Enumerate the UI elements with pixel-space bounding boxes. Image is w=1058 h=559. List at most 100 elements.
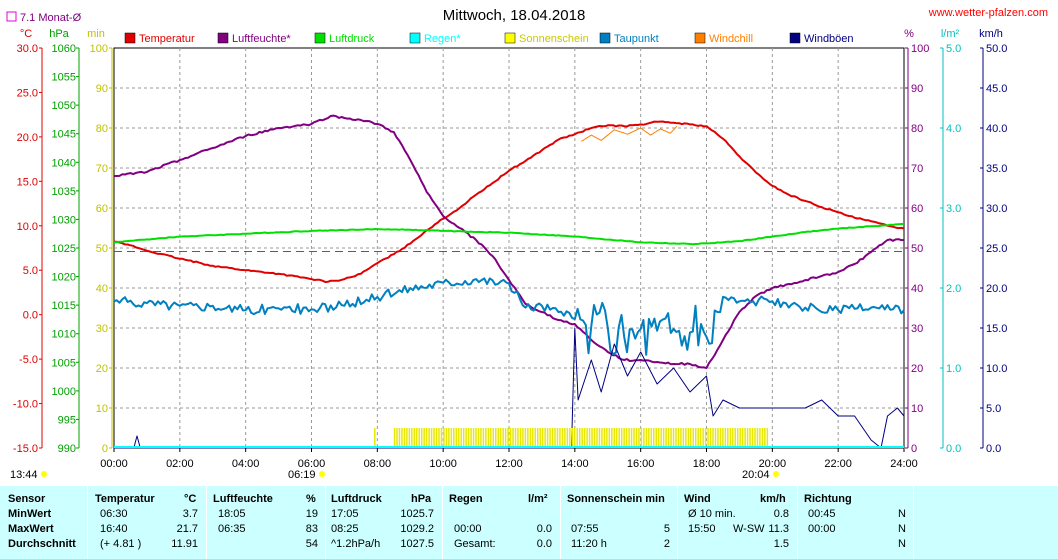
series-luftdruck <box>113 223 904 246</box>
stats-rain-time: Gesamt: <box>454 538 496 550</box>
sunshine-bar <box>648 428 650 448</box>
sunshine-bar <box>529 428 532 448</box>
stats-dir-time: 00:00 <box>808 523 836 535</box>
grid <box>114 48 904 448</box>
time-tick-label: 24:00 <box>890 458 918 470</box>
series-taupunkt <box>113 277 905 356</box>
pressure-tick-label: 1035 <box>52 186 76 198</box>
sunshine-bar <box>544 428 546 448</box>
sunshine-bar <box>574 428 576 448</box>
pressure-tick-label: 990 <box>58 443 76 455</box>
sunshine-bar <box>687 428 690 448</box>
pressure-tick-label: 1055 <box>52 72 76 84</box>
sunshine-bar <box>746 428 749 448</box>
series-layer <box>113 114 905 449</box>
sun-tick-label: 40 <box>96 283 108 295</box>
weather-chart: Mittwoch, 18.04.2018 www.wetter-pfalzen.… <box>6 7 1048 481</box>
sunshine-bar <box>524 428 527 448</box>
sunshine-bar <box>398 428 401 448</box>
sunshine-bar <box>566 428 569 448</box>
stats-header-temp: Temperatur <box>95 493 155 505</box>
sun-tick-label: 10 <box>96 403 108 415</box>
sunshine-bar <box>596 428 598 448</box>
sunshine-bar <box>467 428 470 448</box>
sunshine-bar <box>517 428 519 448</box>
sunshine-bar <box>734 428 736 448</box>
sunshine-bar <box>393 428 396 448</box>
stats-temp-val: 3.7 <box>182 508 198 520</box>
sunshine-bar <box>704 428 707 448</box>
humidity-tick-label: 40 <box>911 283 923 295</box>
temp-tick-label: 25.0 <box>17 87 38 99</box>
sunshine-bar <box>759 428 761 448</box>
sunshine-bar <box>655 428 657 448</box>
sunshine-bar <box>662 428 665 448</box>
sunshine-bar <box>556 428 559 448</box>
legend-swatch-1 <box>217 32 229 44</box>
wind-tick-label: 20.0 <box>986 283 1007 295</box>
sunshine-bar <box>576 428 578 448</box>
sunshine-bar <box>690 428 692 448</box>
sunshine-bar <box>630 428 633 448</box>
pressure-tick-label: 1015 <box>52 300 76 312</box>
sunshine-bar <box>672 428 675 448</box>
sunshine-bar <box>756 428 759 448</box>
stats-header-wind: Wind <box>684 493 711 505</box>
sunshine-bar <box>638 428 640 448</box>
stats-label: MinWert <box>8 508 52 520</box>
sunshine-bar <box>396 428 398 448</box>
humidity-tick-label: 0 <box>911 443 917 455</box>
pressure-tick-label: 1000 <box>52 386 76 398</box>
stats-wind-val: 0.8 <box>773 508 789 520</box>
sunshine-bar <box>522 428 524 448</box>
daylength-sun-icon <box>41 471 47 477</box>
sunshine-bar <box>561 428 564 448</box>
sunshine-bar <box>613 428 616 448</box>
humidity-tick-label: 100 <box>911 43 929 55</box>
sunshine-bar <box>625 428 628 448</box>
pressure-unit-label: hPa <box>49 28 69 40</box>
sunshine-bar <box>507 428 509 448</box>
sunshine-bar <box>643 428 645 448</box>
pressure-tick-label: 1025 <box>52 243 76 255</box>
sunshine-bar <box>495 428 497 448</box>
sunshine-bar <box>438 428 440 448</box>
sunshine-bar <box>551 428 554 448</box>
sunshine-bar <box>611 428 613 448</box>
stats-header-sun: Sonnenschein min <box>567 493 665 505</box>
sunshine-bar <box>450 428 453 448</box>
sunshine-bar <box>615 428 618 448</box>
sunshine-bar <box>420 428 423 448</box>
wind-tick-label: 5.0 <box>986 403 1001 415</box>
humidity-tick-label: 80 <box>911 123 923 135</box>
sunshine-bar <box>640 428 643 448</box>
sunshine-bar <box>739 428 741 448</box>
sunshine-bar <box>418 428 420 448</box>
sunshine-bar <box>717 428 719 448</box>
wind-tick-label: 40.0 <box>986 123 1007 135</box>
humidity-tick-label: 10 <box>911 403 923 415</box>
temp-tick-label: -15.0 <box>13 443 38 455</box>
sunshine-bar <box>492 428 495 448</box>
sunshine-bar <box>487 428 490 448</box>
legend-label-7: Windböen <box>804 33 854 45</box>
stats-press-time: ^1.2hPa/h <box>331 538 381 550</box>
stats-label: Durchschnitt <box>8 538 76 550</box>
sunshine-bar <box>754 428 756 448</box>
sunshine-bar <box>699 428 702 448</box>
sunshine-bar <box>608 428 611 448</box>
humidity-unit-label: % <box>904 28 914 40</box>
humidity-tick-label: 50 <box>911 243 923 255</box>
sun-tick-label: 60 <box>96 203 108 215</box>
sunshine-bar <box>736 428 739 448</box>
time-tick-label: 00:00 <box>100 458 128 470</box>
sunshine-bar <box>430 428 433 448</box>
rain-tick-label: 3.0 <box>946 203 961 215</box>
rain-tick-label: 1.0 <box>946 363 961 375</box>
stats-wind-time: 15:50 <box>688 523 716 535</box>
pressure-tick-label: 995 <box>58 414 76 426</box>
legend-label-2: Luftdruck <box>329 33 375 45</box>
legend-swatch-0 <box>124 32 136 44</box>
sunshine-bar <box>761 428 764 448</box>
stats-header-sensor: Sensor <box>8 493 46 505</box>
